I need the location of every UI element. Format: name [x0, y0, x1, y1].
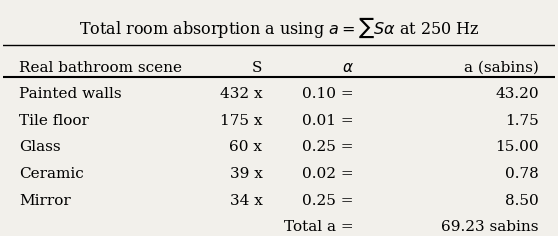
- Text: 8.50: 8.50: [505, 194, 538, 208]
- Text: Tile floor: Tile floor: [20, 114, 89, 128]
- Text: 34 x: 34 x: [229, 194, 262, 208]
- Text: 0.25 =: 0.25 =: [302, 140, 354, 154]
- Text: 432 x: 432 x: [220, 87, 262, 101]
- Text: 0.78: 0.78: [505, 167, 538, 181]
- Text: 43.20: 43.20: [495, 87, 538, 101]
- Text: Real bathroom scene: Real bathroom scene: [20, 61, 182, 75]
- Text: Total a =: Total a =: [284, 220, 354, 234]
- Text: 0.01 =: 0.01 =: [302, 114, 354, 128]
- Text: 0.02 =: 0.02 =: [302, 167, 354, 181]
- Text: 0.25 =: 0.25 =: [302, 194, 354, 208]
- Text: 39 x: 39 x: [229, 167, 262, 181]
- Text: Painted walls: Painted walls: [20, 87, 122, 101]
- Text: $\alpha$: $\alpha$: [341, 61, 354, 75]
- Text: 175 x: 175 x: [220, 114, 262, 128]
- Text: Ceramic: Ceramic: [20, 167, 84, 181]
- Text: S: S: [252, 61, 262, 75]
- Text: 1.75: 1.75: [505, 114, 538, 128]
- Text: 0.10 =: 0.10 =: [302, 87, 354, 101]
- Text: 60 x: 60 x: [229, 140, 262, 154]
- Text: 69.23 sabins: 69.23 sabins: [441, 220, 538, 234]
- Text: 15.00: 15.00: [495, 140, 538, 154]
- Text: Glass: Glass: [20, 140, 61, 154]
- Text: Mirror: Mirror: [20, 194, 71, 208]
- Text: a (sabins): a (sabins): [464, 61, 538, 75]
- Text: Total room absorption a using $a = \sum S\alpha$ at 250 Hz: Total room absorption a using $a = \sum …: [79, 15, 479, 39]
